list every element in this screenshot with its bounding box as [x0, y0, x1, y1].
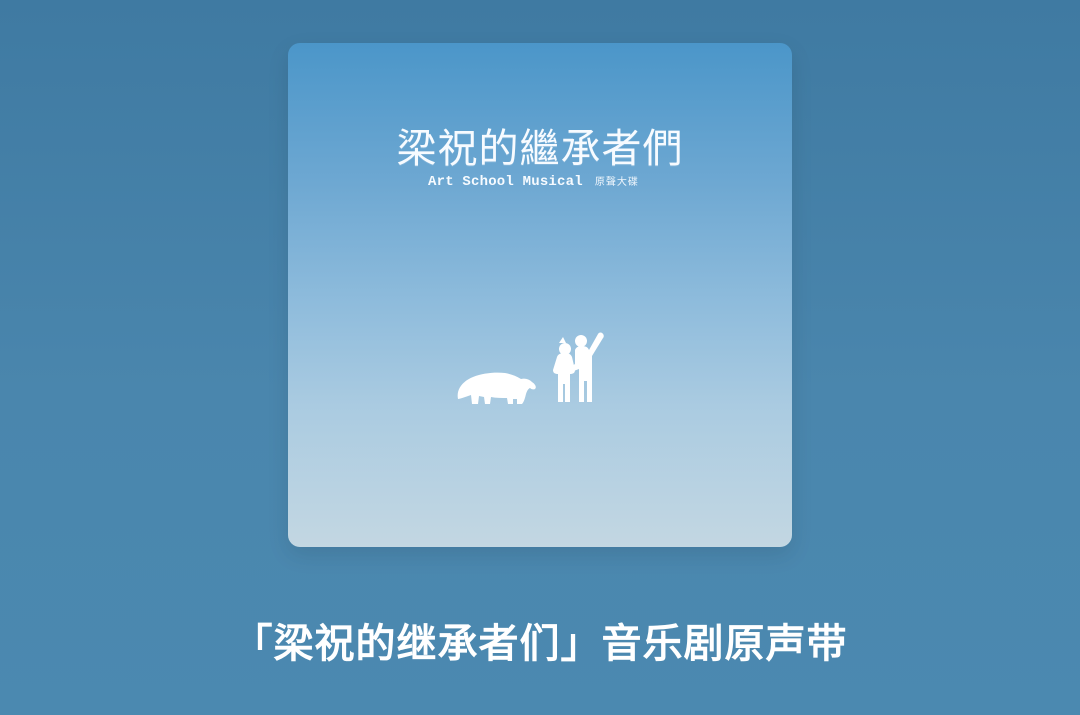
bear-icon: [457, 372, 536, 404]
album-subtitle-row: Art School Musical 原聲大碟: [428, 173, 639, 190]
album-illustration: [457, 332, 604, 404]
album-subtitle: Art School Musical: [428, 174, 583, 190]
album-cover[interactable]: 梁祝的繼承者們 Art School Musical 原聲大碟: [288, 43, 792, 547]
children-icon: [553, 332, 604, 402]
album-caption: 「梁祝的继承者们」音乐剧原声带: [232, 621, 848, 667]
album-title: 梁祝的繼承者們: [396, 126, 684, 172]
album-subtitle-tag: 原聲大碟: [594, 177, 639, 188]
